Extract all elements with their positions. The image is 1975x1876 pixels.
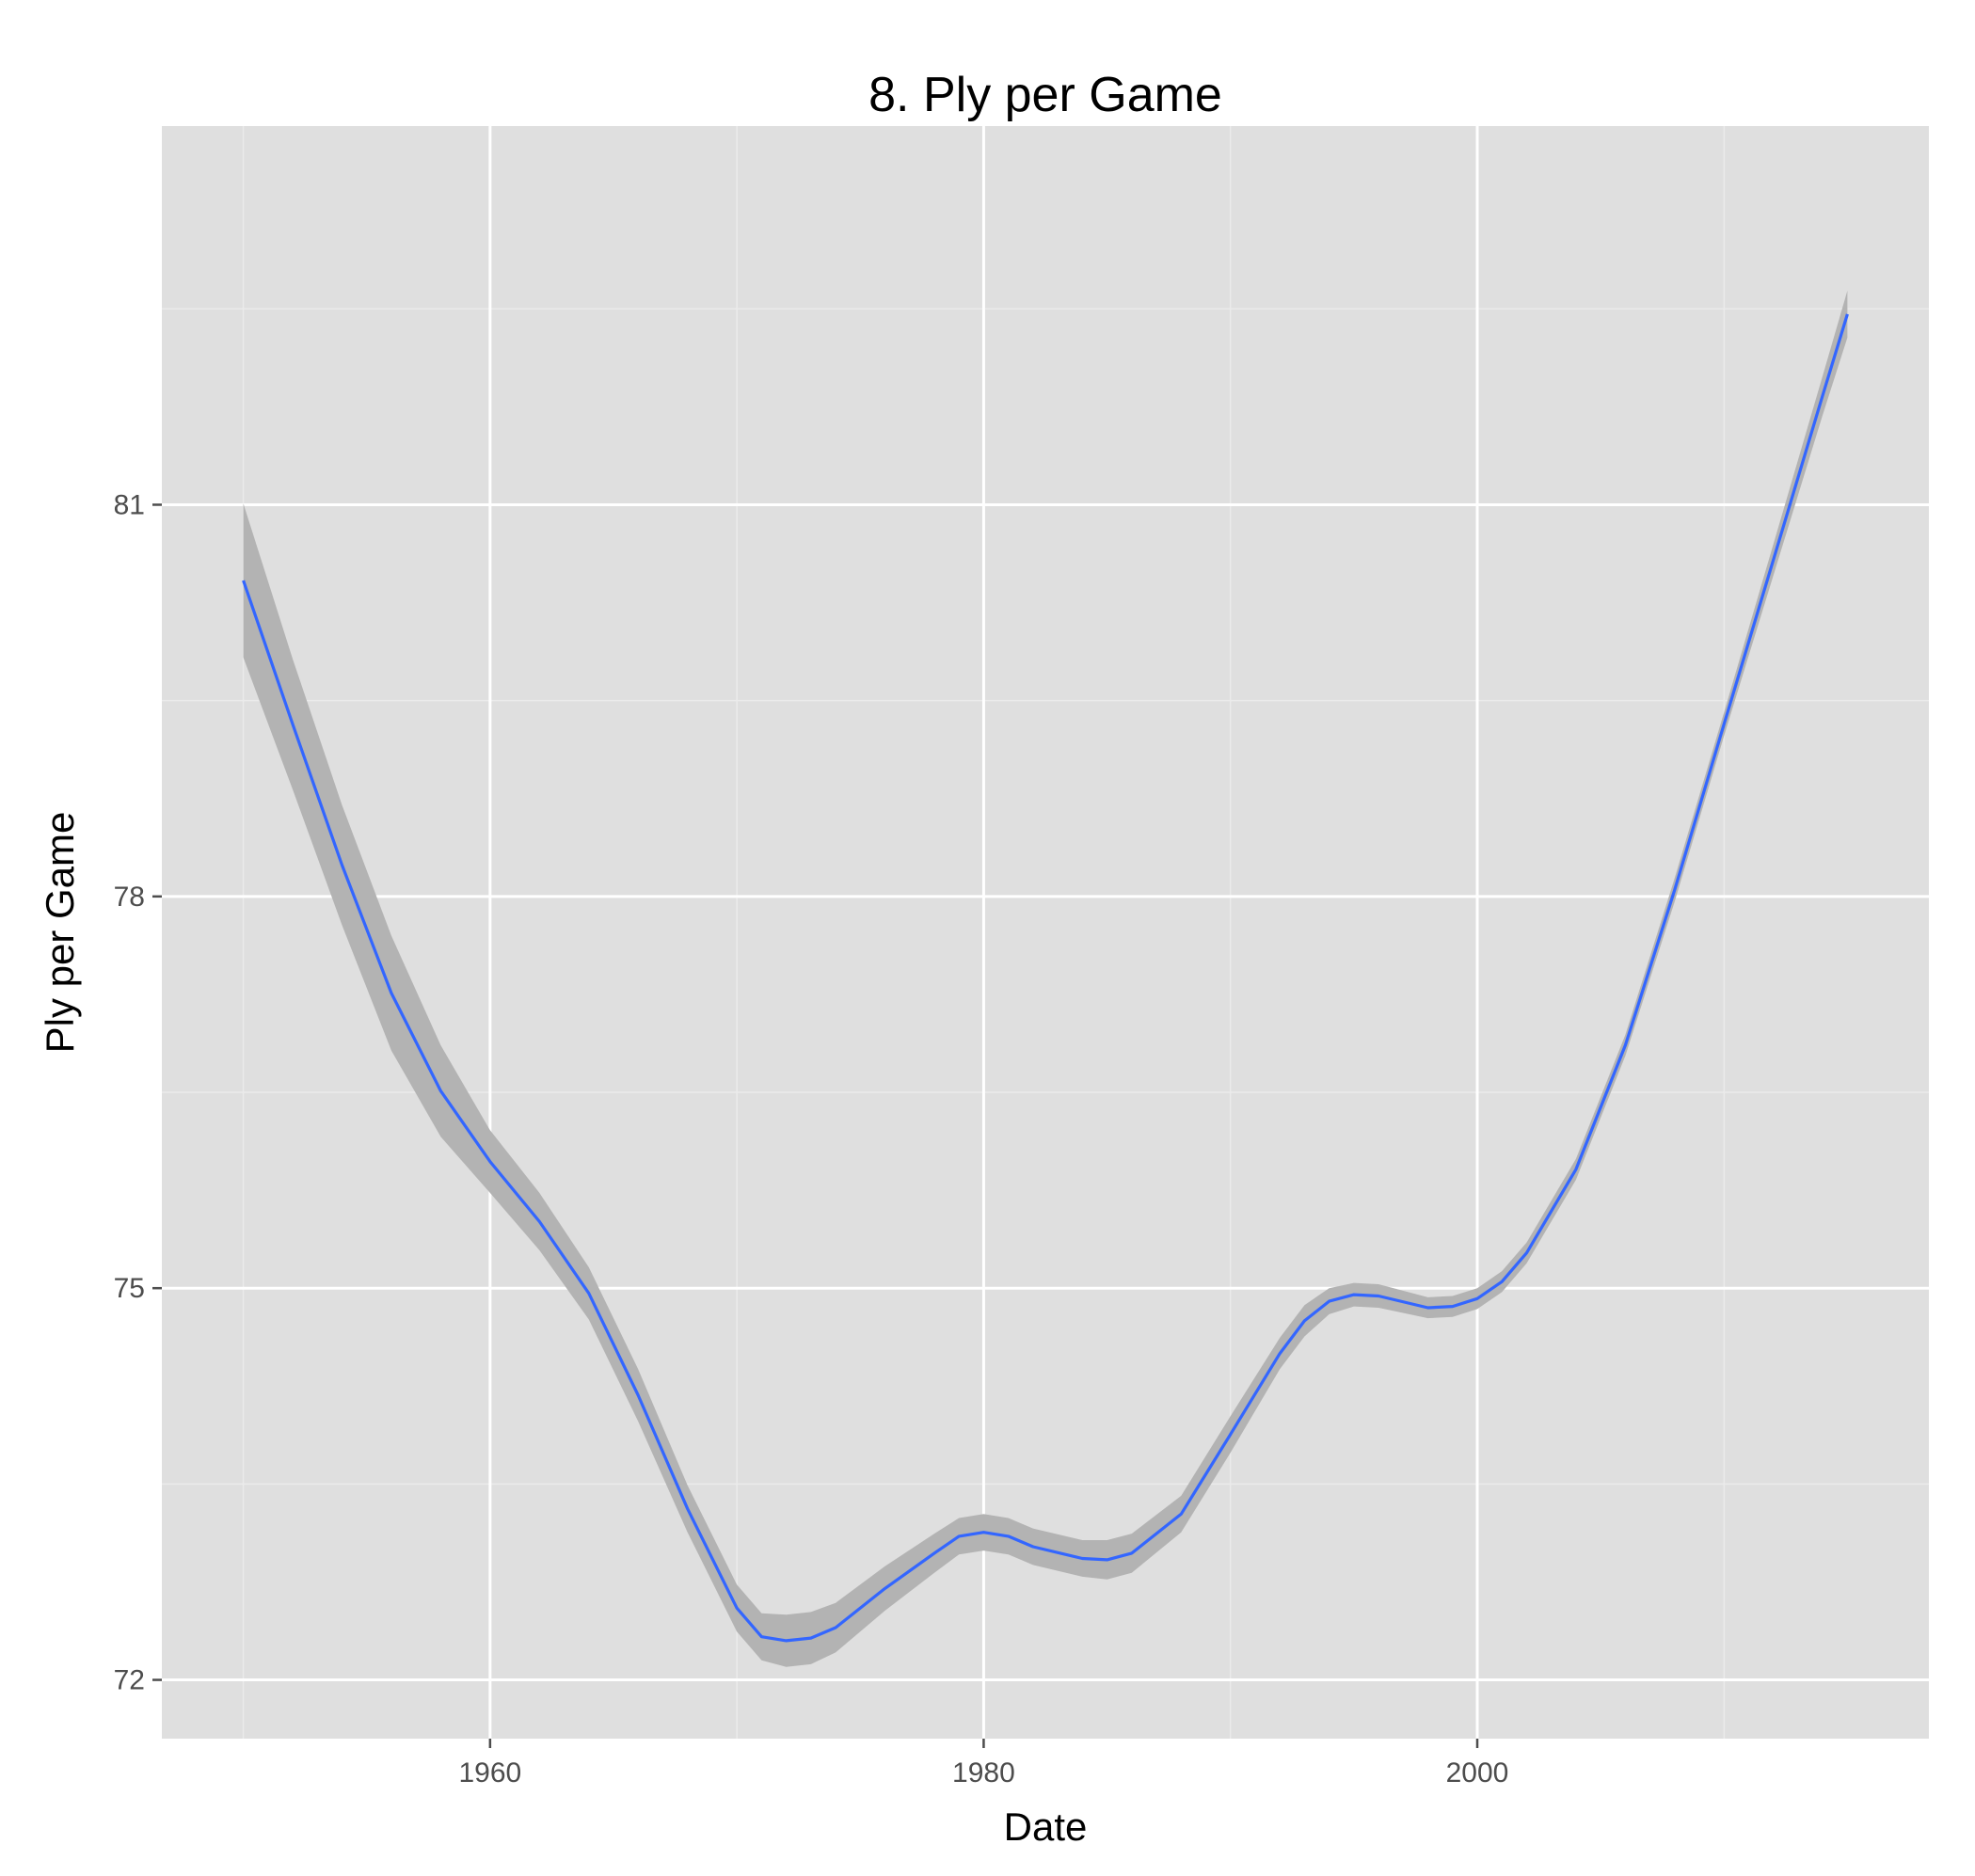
- x-tick-label: 2000: [1446, 1757, 1509, 1789]
- series-line: [242, 313, 1849, 1643]
- y-tick-label: 72: [114, 1665, 145, 1696]
- chart-title: 8. Ply per Game: [868, 68, 1222, 122]
- major-grid: [162, 126, 1929, 1739]
- plot-panel: [162, 126, 1929, 1739]
- y-tick-label: 78: [114, 882, 145, 913]
- axis-ticks: [152, 503, 1479, 1748]
- x-tick-label: 1980: [952, 1757, 1015, 1789]
- y-tick-label: 75: [114, 1273, 145, 1304]
- y-tick-label: 81: [114, 489, 145, 520]
- y-axis-title: Ply per Game: [38, 812, 82, 1054]
- x-tick-label: 1960: [458, 1757, 521, 1789]
- x-axis-title: Date: [1004, 1804, 1088, 1849]
- axis-tick-labels: 1960 1980 2000 72 75 78 81: [114, 489, 1509, 1789]
